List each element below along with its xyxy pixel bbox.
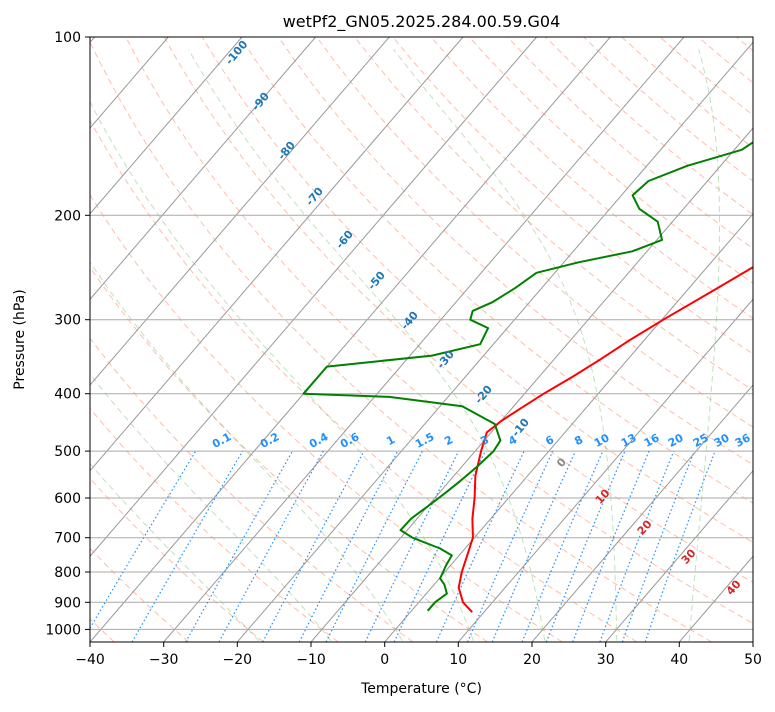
gridlines <box>0 37 775 642</box>
dry-adiabat-label-2: -80 <box>275 139 298 163</box>
isotherm-line--40 <box>90 37 610 642</box>
mixing-ratio-label-16: 30 <box>712 431 732 450</box>
isotherm-line--60 <box>0 37 463 642</box>
mixing-ratio-line-14 <box>573 451 649 642</box>
moist-adiabat-label-4: 40 <box>724 577 744 597</box>
y-tick-label-1: 200 <box>54 208 81 224</box>
mixing-ratio-label-3: 0.6 <box>338 430 362 451</box>
curve-labels: -100-90-80-70-60-50-40-30-20-10010203040… <box>210 38 753 598</box>
y-tick-label-3: 400 <box>54 387 81 403</box>
dry-adiabat-line-10 <box>0 37 488 642</box>
dry-adiabat-line-80 <box>240 37 775 642</box>
dewpoint-line <box>304 37 775 611</box>
y-tick-label-6: 700 <box>54 531 81 547</box>
mixing-ratio-label-1: 0.2 <box>258 430 281 451</box>
mixing-ratio-line-8 <box>394 451 485 642</box>
isotherm-line-10 <box>458 37 775 642</box>
mixing-ratio-line-16 <box>622 451 694 642</box>
dry-adiabat-line-0 <box>0 37 413 642</box>
dry-adiabat-line-30 <box>50 37 638 642</box>
moist-adiabat-label-0: 0 <box>554 455 569 470</box>
moist-adiabat-line-5 <box>394 50 617 641</box>
moist-adiabat-line-3 <box>65 50 473 641</box>
x-tick-label-6: 20 <box>523 652 541 668</box>
dry-adiabat-line-40 <box>88 37 712 642</box>
moist-adiabat-line-1 <box>0 50 331 641</box>
isotherm-line--20 <box>237 37 757 642</box>
dry-adiabat-label-4: -60 <box>333 228 356 252</box>
isotherm-line-20 <box>532 37 775 642</box>
mixing-ratio-line-11 <box>492 451 575 642</box>
isotherm-line--50 <box>16 37 536 642</box>
x-axis-label: Temperature (°C) <box>360 681 482 697</box>
dry-adiabat-label-0: -100 <box>223 38 251 68</box>
dry-adiabat-label-3: -70 <box>303 185 326 209</box>
temperature-line <box>459 37 775 612</box>
y-tick-label-2: 300 <box>54 313 81 329</box>
moist-adiabat-line-7 <box>762 50 775 641</box>
isotherm-line--30 <box>164 37 684 642</box>
x-tick-label-1: −30 <box>149 652 179 668</box>
isotherm-line--70 <box>0 37 389 642</box>
dry-adiabat-line-200 <box>698 37 775 642</box>
moist-adiabat-line-2 <box>0 50 402 641</box>
mixing-ratio-line-15 <box>600 451 674 642</box>
dry-adiabat-line-160 <box>546 37 775 642</box>
x-tick-label-8: 40 <box>670 652 688 668</box>
mixing-ratio-label-4: 1 <box>384 433 397 448</box>
dry-adiabat-line--20 <box>0 37 263 642</box>
mixing-ratio-label-9: 6 <box>543 433 556 448</box>
y-tick-label-8: 900 <box>54 595 81 611</box>
dry-adiabat-line--10 <box>0 37 338 642</box>
mixing-ratio-line-1 <box>132 451 243 642</box>
y-tick-label-5: 600 <box>54 491 81 507</box>
x-tick-label-2: −20 <box>223 652 253 668</box>
isotherm-line-50 <box>753 37 775 642</box>
plot-frame <box>90 37 753 642</box>
dry-adiabat-label-6: -40 <box>398 309 421 333</box>
chart-title: wetPf2_GN05.2025.284.00.59.G04 <box>283 12 561 32</box>
mixing-ratio-label-2: 0.4 <box>307 430 331 451</box>
moist-adiabat-line-4 <box>189 50 545 641</box>
moist-adiabat-line-0 <box>0 50 259 641</box>
mixing-ratio-label-14: 20 <box>666 431 686 450</box>
mixing-ratio-line-2 <box>186 451 293 642</box>
mixing-ratio-line-17 <box>645 451 715 642</box>
y-tick-label-9: 1000 <box>45 622 81 638</box>
y-tick-label-7: 800 <box>54 565 81 581</box>
mixing-ratio-line-7 <box>365 451 458 642</box>
y-tick-label-0: 100 <box>54 30 81 46</box>
x-tick-label-5: 10 <box>449 652 467 668</box>
moist-adiabat-label-3: 30 <box>679 546 699 566</box>
x-tick-label-3: −10 <box>296 652 326 668</box>
mixing-ratio-label-17: 36 <box>733 431 753 450</box>
mixing-ratio-label-12: 13 <box>619 431 639 450</box>
mixing-ratio-line-9 <box>436 451 524 642</box>
x-tick-label-7: 30 <box>597 652 615 668</box>
isotherm-line--10 <box>311 37 775 642</box>
dry-adiabat-line-140 <box>469 37 775 642</box>
y-axis-label: Pressure (hPa) <box>12 289 28 389</box>
mixing-ratio-label-6: 2 <box>442 433 455 448</box>
background-lines <box>0 37 775 642</box>
x-tick-label-4: 0 <box>380 652 389 668</box>
mixing-ratio-label-15: 25 <box>691 431 711 450</box>
dry-adiabat-line-210 <box>736 37 775 642</box>
mixing-ratio-label-11: 10 <box>592 431 612 450</box>
mixing-ratio-line-3 <box>219 451 323 642</box>
x-tick-label-9: 50 <box>744 652 762 668</box>
mixing-ratio-label-10: 8 <box>572 433 585 448</box>
x-tick-label-0: −40 <box>75 652 105 668</box>
dry-adiabat-label-8: -20 <box>472 383 495 407</box>
series-lines <box>304 37 775 612</box>
isotherm-line--90 <box>0 37 242 642</box>
y-tick-label-4: 500 <box>54 444 81 460</box>
isotherm-line--80 <box>0 37 316 642</box>
dry-adiabat-line-150 <box>507 37 775 642</box>
